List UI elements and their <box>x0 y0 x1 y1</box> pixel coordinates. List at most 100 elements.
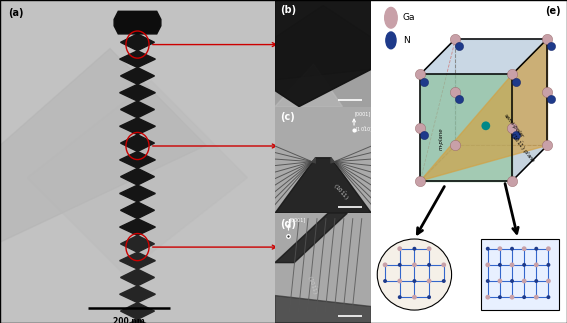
Circle shape <box>384 7 397 28</box>
Polygon shape <box>121 168 154 185</box>
Polygon shape <box>120 84 155 101</box>
Point <box>532 278 541 284</box>
Point <box>507 72 517 77</box>
Point <box>496 246 505 251</box>
Text: [0001]: [0001] <box>355 111 371 116</box>
Point <box>395 278 404 284</box>
Point <box>543 36 552 41</box>
Point <box>425 262 434 267</box>
Polygon shape <box>420 74 512 181</box>
Point <box>451 143 460 148</box>
Point <box>410 246 419 251</box>
Point <box>496 278 505 284</box>
Point <box>507 278 517 284</box>
Point <box>483 246 492 251</box>
Polygon shape <box>275 0 371 107</box>
Point <box>532 295 541 300</box>
Point <box>425 295 434 300</box>
Polygon shape <box>420 74 512 181</box>
Point <box>519 295 528 300</box>
Point <box>451 36 460 41</box>
Polygon shape <box>120 118 155 135</box>
Point <box>511 79 521 84</box>
Point <box>481 123 490 128</box>
Text: Ga: Ga <box>403 13 415 22</box>
Polygon shape <box>121 269 154 286</box>
Point <box>416 178 425 183</box>
Polygon shape <box>120 219 155 235</box>
Point <box>543 143 552 148</box>
Point <box>496 262 505 267</box>
Polygon shape <box>121 303 154 319</box>
Polygon shape <box>455 39 547 145</box>
Polygon shape <box>121 202 154 219</box>
Polygon shape <box>275 296 371 323</box>
Point <box>483 278 492 284</box>
Polygon shape <box>120 319 155 323</box>
Point <box>410 295 419 300</box>
Polygon shape <box>121 135 154 151</box>
Text: (e): (e) <box>545 6 561 16</box>
Text: $(10\bar{1}1)$: $(10\bar{1}1)$ <box>304 274 319 296</box>
Text: (c): (c) <box>280 112 295 122</box>
Polygon shape <box>275 5 371 80</box>
Point <box>544 295 553 300</box>
Point <box>439 262 448 267</box>
Point <box>507 246 517 251</box>
Point <box>416 72 425 77</box>
Polygon shape <box>121 34 154 51</box>
Polygon shape <box>420 39 547 74</box>
Polygon shape <box>420 145 547 181</box>
Point <box>483 295 492 300</box>
Point <box>395 246 404 251</box>
Point <box>507 178 517 183</box>
Point <box>544 246 553 251</box>
Ellipse shape <box>377 239 451 310</box>
Point <box>544 262 553 267</box>
Text: 200 nm: 200 nm <box>113 317 145 323</box>
Polygon shape <box>512 39 547 181</box>
Circle shape <box>386 32 396 49</box>
Text: (a): (a) <box>9 8 24 18</box>
Point <box>507 295 517 300</box>
Point <box>420 79 429 84</box>
Point <box>483 262 492 267</box>
Point <box>547 43 556 48</box>
Polygon shape <box>275 64 342 107</box>
Point <box>455 97 464 102</box>
Polygon shape <box>120 252 155 269</box>
Point <box>543 89 552 95</box>
Point <box>420 132 429 138</box>
Polygon shape <box>114 11 161 34</box>
Polygon shape <box>120 151 155 168</box>
Point <box>496 295 505 300</box>
Text: $(10\bar{1}1)$: $(10\bar{1}1)$ <box>330 181 351 203</box>
Point <box>380 278 390 284</box>
Polygon shape <box>275 158 371 213</box>
Point <box>519 278 528 284</box>
Text: semi-polar: semi-polar <box>503 113 525 139</box>
Polygon shape <box>420 39 547 181</box>
Point <box>380 262 390 267</box>
Text: m-plane: m-plane <box>439 128 445 150</box>
Point <box>519 262 528 267</box>
Polygon shape <box>27 81 247 275</box>
Point <box>519 246 528 251</box>
Point <box>544 278 553 284</box>
Point <box>439 278 448 284</box>
Point <box>511 132 521 138</box>
Polygon shape <box>420 39 455 181</box>
Point <box>425 278 434 284</box>
Point <box>455 43 464 48</box>
Point <box>532 246 541 251</box>
Point <box>507 125 517 130</box>
Polygon shape <box>275 213 347 263</box>
Polygon shape <box>121 235 154 252</box>
Point <box>451 89 460 95</box>
Polygon shape <box>121 101 154 118</box>
Point <box>547 97 556 102</box>
Bar <box>481 239 559 310</box>
Point <box>425 246 434 251</box>
Point <box>410 262 419 267</box>
Text: $(10\bar{1}1)$ plane: $(10\bar{1}1)$ plane <box>507 131 538 166</box>
